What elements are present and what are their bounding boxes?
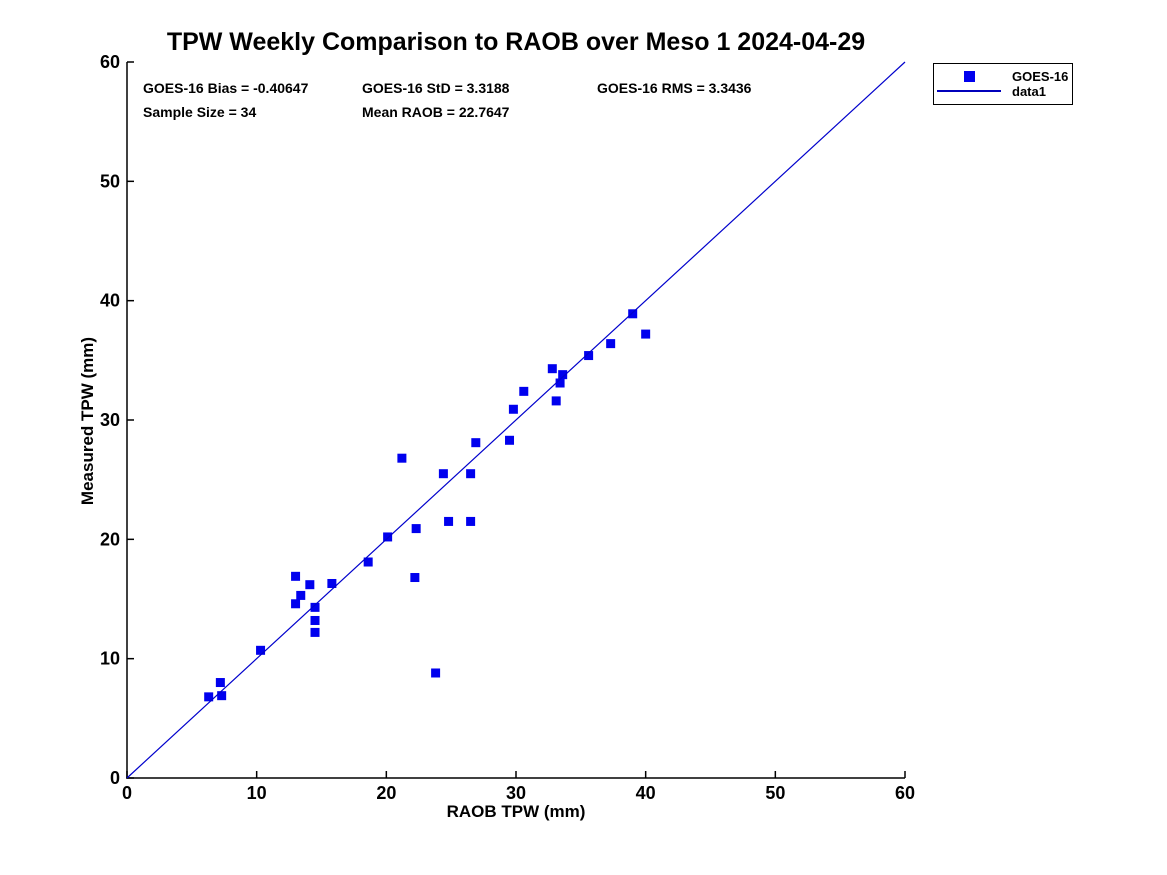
legend-entry-goes16: GOES-16 — [934, 68, 1072, 84]
scatter-point — [551, 396, 561, 406]
scatter-point — [444, 516, 454, 526]
scatter-point — [296, 590, 306, 600]
scatter-point — [431, 668, 441, 678]
scatter-point — [217, 691, 227, 701]
scatter-point — [505, 435, 515, 445]
scatter-point — [466, 516, 476, 526]
identity-line — [126, 61, 906, 779]
scatter-point — [327, 578, 337, 588]
stat-mean-raob: Mean RAOB = 22.7647 — [362, 104, 510, 120]
legend-square-marker-icon — [963, 70, 975, 82]
scatter-point — [628, 309, 638, 319]
scatter-point — [606, 339, 616, 349]
scatter-point — [641, 329, 651, 339]
scatter-point — [466, 469, 476, 479]
y-tick-label: 50 — [100, 171, 120, 191]
x-tick-label: 50 — [765, 783, 785, 803]
scatter-point — [256, 645, 266, 655]
legend-label-goes16: GOES-16 — [1012, 68, 1069, 84]
scatter-point — [508, 404, 518, 414]
scatter-point — [310, 602, 320, 612]
legend-line-icon — [937, 90, 1001, 92]
y-tick-label: 0 — [110, 768, 120, 788]
scatter-point — [204, 692, 214, 702]
scatter-point — [291, 571, 301, 581]
scatter-point — [397, 453, 407, 463]
y-tick-label: 40 — [100, 291, 120, 311]
y-tick-label: 10 — [100, 649, 120, 669]
legend-swatch-area — [934, 90, 1004, 92]
scatter-point — [305, 580, 315, 590]
stat-bias: GOES-16 Bias = -0.40647 — [143, 80, 309, 96]
scatter-point — [363, 557, 373, 567]
legend: GOES-16 data1 — [933, 63, 1073, 105]
legend-label-data1: data1 — [1012, 83, 1046, 99]
y-tick-label: 20 — [100, 529, 120, 549]
scatter-point — [310, 627, 320, 637]
legend-entry-data1: data1 — [934, 83, 1072, 99]
scatter-point — [410, 573, 420, 583]
y-tick-label: 30 — [100, 410, 120, 430]
y-tick-label: 60 — [100, 52, 120, 72]
scatter-point — [547, 364, 557, 374]
x-tick-label: 60 — [895, 783, 915, 803]
y-axis-label: Measured TPW (mm) — [78, 336, 97, 506]
stat-rms: GOES-16 RMS = 3.3436 — [597, 80, 752, 96]
chart-title: TPW Weekly Comparison to RAOB over Meso … — [166, 28, 866, 56]
scatter-point — [291, 599, 301, 609]
scatter-point — [310, 615, 320, 625]
scatter-point — [519, 386, 529, 396]
stat-sample-size: Sample Size = 34 — [143, 104, 257, 120]
scatter-point — [438, 469, 448, 479]
scatter-point — [555, 378, 565, 388]
scatter-point — [215, 678, 225, 688]
legend-swatch-area — [934, 70, 1004, 82]
scatter-point — [584, 351, 594, 361]
scatter-point — [558, 370, 568, 380]
x-tick-label: 30 — [506, 783, 526, 803]
x-tick-label: 10 — [247, 783, 267, 803]
x-axis-label: RAOB TPW (mm) — [446, 802, 586, 821]
x-tick-label: 0 — [122, 783, 132, 803]
x-tick-label: 40 — [636, 783, 656, 803]
scatter-point — [471, 438, 481, 448]
scatter-point — [411, 524, 421, 534]
scatter-point — [383, 532, 393, 542]
x-tick-label: 20 — [376, 783, 396, 803]
stat-std: GOES-16 StD = 3.3188 — [362, 80, 510, 96]
